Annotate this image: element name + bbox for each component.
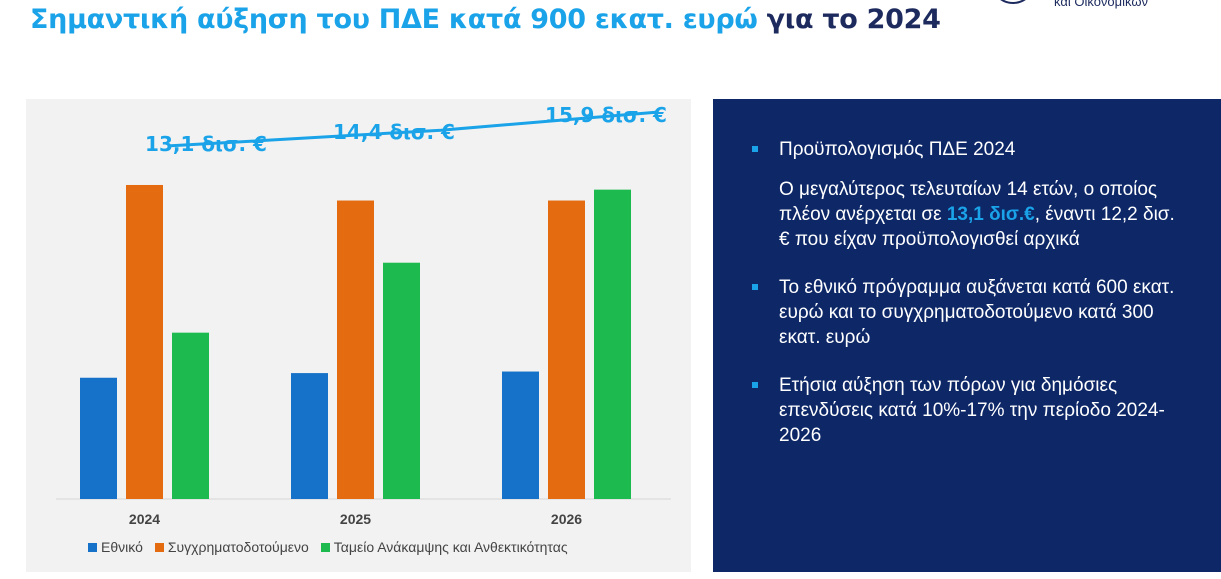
- info-item-national-program: Το εθνικό πρόγραμμα αυξάνεται κατά 600 ε…: [752, 275, 1179, 350]
- logo-text: και Οικονομικών: [1054, 0, 1149, 9]
- bar-cofunded-2026: [548, 200, 585, 499]
- ministry-emblem-icon: [1000, 0, 1026, 4]
- bar-chart: 2024 2025 2026 13,1 δισ. € 14,4 δισ. € 15,9 δ…: [56, 103, 671, 527]
- title-highlight: Σημαντική αύξηση του ΠΔΕ κατά 900 εκατ. …: [30, 4, 758, 35]
- bullet-icon: [752, 146, 758, 152]
- bar-recovery-fund-2025: [383, 262, 420, 499]
- bar-national-2025: [291, 373, 328, 499]
- total-label-2024: 13,1 δισ. €: [145, 132, 267, 156]
- title-rest: για το 2024: [757, 4, 941, 35]
- bullet-icon: [752, 382, 758, 388]
- info-panel: Προϋπολογισμός ΠΔΕ 2024 Ο μεγαλύτερος τε…: [713, 99, 1221, 572]
- page-title: Σημαντική αύξηση του ΠΔΕ κατά 900 εκατ. …: [30, 4, 941, 35]
- info-desc-highlight: 13,1 δισ.€: [946, 204, 1035, 225]
- info-item-annual-growth: Ετήσια αύξηση των πόρων για δημόσιες επε…: [752, 373, 1179, 448]
- bar-cofunded-2025: [337, 200, 374, 499]
- legend-label-cofunded: Συγχρηματοδοτούμενο: [167, 539, 309, 555]
- bar-cofunded-2024: [126, 184, 163, 499]
- info-item-annual-growth-text: Ετήσια αύξηση των πόρων για δημόσιες επε…: [779, 375, 1165, 446]
- legend-item-cofunded: Συγχρηματοδοτούμενο: [154, 539, 309, 555]
- totals-trend-line: [169, 110, 658, 148]
- x-tick-label-2026: 2026: [551, 511, 582, 527]
- legend-item-national: Εθνικό: [88, 539, 143, 555]
- info-item-budget-desc-text: Ο μεγαλύτερος τελευταίων 14 ετών, ο οποί…: [779, 177, 1179, 252]
- total-label-2026: 15,9 δισ. €: [545, 103, 667, 127]
- info-desc-part-b: , έναντι 12,2 δισ. € που είχαν προϋπολογ…: [779, 204, 1175, 250]
- info-list: Προϋπολογισμός ΠΔΕ 2024 Ο μεγαλύτερος τε…: [752, 137, 1179, 448]
- x-tick-label-2025: 2025: [340, 511, 371, 527]
- bullet-icon: [752, 284, 758, 290]
- legend-label-national: Εθνικό: [101, 539, 143, 555]
- chart-legend: Εθνικό Συγχρηματοδοτούμενο Ταμείο Ανάκαμ…: [88, 538, 580, 556]
- bar-recovery-fund-2024: [172, 332, 209, 499]
- info-item-budget: Προϋπολογισμός ΠΔΕ 2024: [752, 137, 1179, 162]
- x-tick-label-2024: 2024: [129, 511, 160, 527]
- bar-recovery-fund-2026: [594, 189, 631, 499]
- bar-national-2026: [502, 371, 539, 499]
- chart-panel: 2024 2025 2026 13,1 δισ. € 14,4 δισ. € 15,9 δ…: [26, 99, 691, 572]
- info-item-budget-title: Προϋπολογισμός ΠΔΕ 2024: [779, 139, 1016, 160]
- info-item-budget-desc: Ο μεγαλύτερος τελευταίων 14 ετών, ο οποί…: [779, 177, 1179, 252]
- total-label-2025: 14,4 δισ. €: [333, 120, 455, 144]
- legend-swatch-national: [88, 542, 97, 552]
- info-desc-part-a: Ο μεγαλύτερος τελευταίων 14 ετών, ο οποί…: [779, 179, 1158, 225]
- info-item-national-program-text: Το εθνικό πρόγραμμα αυξάνεται κατά 600 ε…: [779, 277, 1175, 348]
- bar-national-2024: [80, 377, 117, 499]
- legend-label-recovery-fund: Ταμείο Ανάκαμψης και Ανθεκτικότητας: [333, 539, 568, 555]
- legend-swatch-cofunded: [154, 542, 164, 552]
- legend-swatch-recovery-fund: [320, 542, 330, 552]
- legend-item-recovery-fund: Ταμείο Ανάκαμψης και Ανθεκτικότητας: [320, 539, 568, 555]
